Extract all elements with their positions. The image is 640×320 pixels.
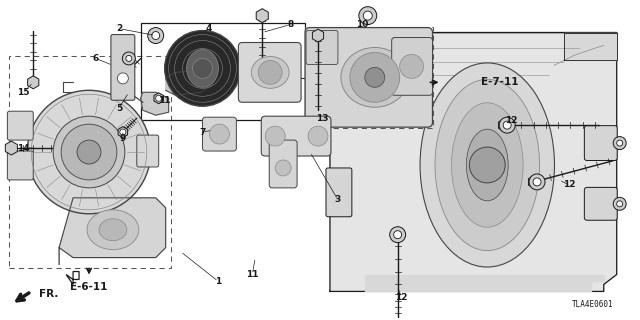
Circle shape <box>499 117 515 133</box>
Text: E-7-11: E-7-11 <box>481 77 519 87</box>
Circle shape <box>120 129 126 135</box>
Circle shape <box>617 140 623 146</box>
Circle shape <box>164 31 241 106</box>
Circle shape <box>503 121 511 129</box>
Circle shape <box>61 124 117 180</box>
Circle shape <box>364 11 372 20</box>
Polygon shape <box>66 271 79 284</box>
FancyBboxPatch shape <box>584 188 617 220</box>
Polygon shape <box>154 93 163 104</box>
Polygon shape <box>5 141 17 155</box>
Bar <box>10 56 171 268</box>
Text: 11: 11 <box>246 270 259 279</box>
Polygon shape <box>256 9 268 23</box>
Text: 15: 15 <box>17 88 29 97</box>
Ellipse shape <box>252 56 289 88</box>
Polygon shape <box>330 33 617 292</box>
Circle shape <box>617 201 623 207</box>
Polygon shape <box>59 198 166 265</box>
Circle shape <box>265 126 285 146</box>
Polygon shape <box>28 76 39 89</box>
Ellipse shape <box>435 79 540 251</box>
Text: 5: 5 <box>116 104 122 113</box>
Ellipse shape <box>87 210 139 250</box>
Circle shape <box>533 178 541 186</box>
Text: 12: 12 <box>505 116 517 125</box>
Polygon shape <box>141 92 169 115</box>
Ellipse shape <box>187 50 218 87</box>
Polygon shape <box>365 275 604 292</box>
Circle shape <box>148 28 164 44</box>
Bar <box>141 23 305 120</box>
Text: 13: 13 <box>316 114 328 123</box>
Circle shape <box>156 95 162 101</box>
Text: 4: 4 <box>205 24 212 33</box>
Circle shape <box>193 59 212 78</box>
FancyBboxPatch shape <box>111 35 135 100</box>
Circle shape <box>350 52 399 102</box>
Circle shape <box>359 7 377 25</box>
Polygon shape <box>529 175 540 188</box>
Circle shape <box>275 160 291 176</box>
Text: 12: 12 <box>563 180 575 189</box>
Bar <box>305 27 433 128</box>
Circle shape <box>28 90 151 214</box>
Circle shape <box>613 197 626 210</box>
Text: 3: 3 <box>335 195 341 204</box>
Text: 2: 2 <box>116 24 122 33</box>
FancyBboxPatch shape <box>326 168 352 217</box>
Text: TLA4E0601: TLA4E0601 <box>572 300 614 309</box>
Circle shape <box>613 137 626 149</box>
Circle shape <box>126 55 132 61</box>
Circle shape <box>209 124 229 144</box>
Text: 14: 14 <box>17 144 29 153</box>
Polygon shape <box>499 119 510 132</box>
Circle shape <box>399 54 424 78</box>
Ellipse shape <box>451 103 523 227</box>
FancyBboxPatch shape <box>269 140 297 188</box>
FancyBboxPatch shape <box>8 111 33 140</box>
Text: 12: 12 <box>396 293 408 302</box>
Ellipse shape <box>341 47 408 107</box>
Text: E-6-11: E-6-11 <box>70 283 108 292</box>
Circle shape <box>365 68 385 87</box>
Circle shape <box>117 73 129 84</box>
FancyBboxPatch shape <box>305 28 433 127</box>
FancyBboxPatch shape <box>238 43 301 102</box>
Ellipse shape <box>53 116 125 188</box>
FancyBboxPatch shape <box>306 31 338 64</box>
FancyBboxPatch shape <box>137 135 159 167</box>
FancyBboxPatch shape <box>8 151 33 180</box>
FancyBboxPatch shape <box>392 37 433 95</box>
Circle shape <box>469 147 505 183</box>
Circle shape <box>152 32 160 40</box>
Text: 1: 1 <box>215 277 221 286</box>
Text: 7: 7 <box>199 128 205 137</box>
FancyBboxPatch shape <box>202 117 236 151</box>
Polygon shape <box>118 127 127 138</box>
Circle shape <box>77 140 101 164</box>
Ellipse shape <box>99 219 127 241</box>
Text: 8: 8 <box>287 20 293 29</box>
Circle shape <box>394 231 402 239</box>
Text: 9: 9 <box>120 133 126 143</box>
Polygon shape <box>166 70 212 95</box>
Ellipse shape <box>420 63 554 267</box>
Text: 10: 10 <box>356 20 368 29</box>
Text: FR.: FR. <box>39 289 59 300</box>
Ellipse shape <box>467 129 508 201</box>
Circle shape <box>308 126 328 146</box>
Circle shape <box>529 174 545 190</box>
Text: 6: 6 <box>93 54 99 63</box>
Circle shape <box>259 60 282 84</box>
FancyBboxPatch shape <box>261 116 331 156</box>
Polygon shape <box>564 33 617 60</box>
Text: 11: 11 <box>159 96 171 105</box>
Polygon shape <box>312 29 324 42</box>
Circle shape <box>390 227 406 243</box>
Circle shape <box>122 52 135 65</box>
FancyBboxPatch shape <box>584 126 617 161</box>
